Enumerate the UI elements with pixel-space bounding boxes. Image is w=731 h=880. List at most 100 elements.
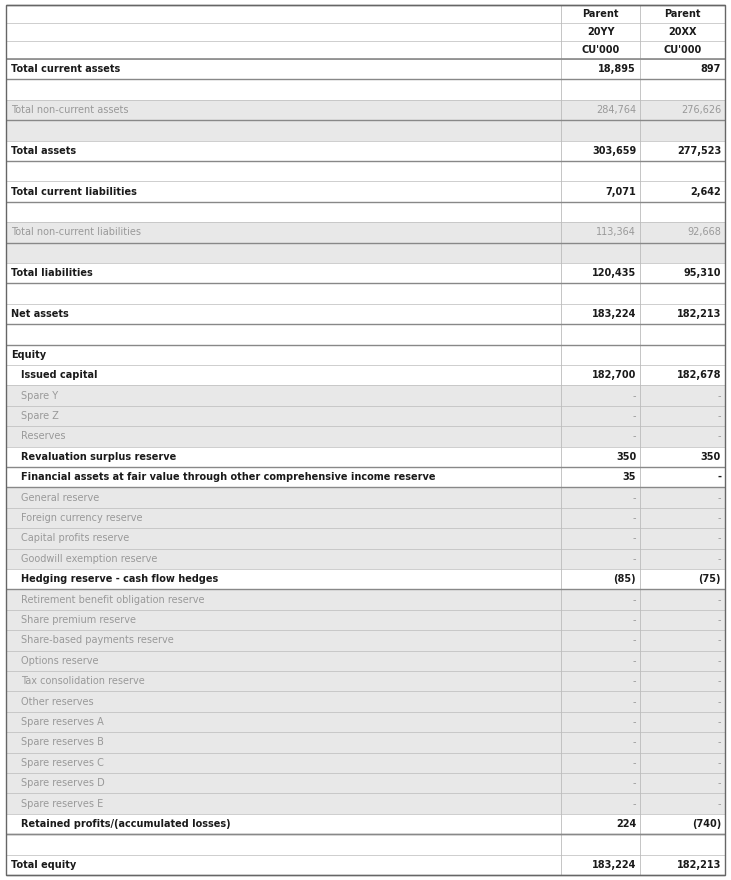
Bar bbox=[6, 263, 725, 283]
Bar bbox=[6, 161, 725, 181]
Text: 92,668: 92,668 bbox=[687, 227, 721, 238]
Bar bbox=[6, 590, 725, 610]
Bar bbox=[6, 548, 725, 569]
Bar bbox=[6, 467, 725, 488]
Text: Financial assets at fair value through other comprehensive income reserve: Financial assets at fair value through o… bbox=[21, 473, 436, 482]
Text: Total non-current liabilities: Total non-current liabilities bbox=[11, 227, 141, 238]
Text: -: - bbox=[632, 411, 636, 421]
Text: -: - bbox=[718, 493, 721, 502]
Text: Spare reserves B: Spare reserves B bbox=[21, 737, 104, 747]
Bar bbox=[6, 426, 725, 447]
Text: Issued capital: Issued capital bbox=[21, 370, 97, 380]
Text: -: - bbox=[718, 778, 721, 788]
Text: Equity: Equity bbox=[11, 349, 46, 360]
Bar bbox=[6, 794, 725, 814]
Bar bbox=[6, 834, 725, 854]
Text: -: - bbox=[632, 533, 636, 543]
Bar bbox=[6, 650, 725, 671]
Text: Reserves: Reserves bbox=[21, 431, 66, 442]
Text: Spare Y: Spare Y bbox=[21, 391, 58, 400]
Bar bbox=[6, 141, 725, 161]
Text: -: - bbox=[718, 737, 721, 747]
Text: -: - bbox=[718, 595, 721, 605]
Text: 20XX: 20XX bbox=[668, 27, 697, 37]
Bar bbox=[6, 23, 725, 41]
Text: -: - bbox=[632, 635, 636, 645]
Text: -: - bbox=[632, 431, 636, 442]
Bar bbox=[6, 732, 725, 752]
Text: 182,678: 182,678 bbox=[676, 370, 721, 380]
Text: -: - bbox=[718, 513, 721, 523]
Text: -: - bbox=[632, 737, 636, 747]
Text: Total liabilities: Total liabilities bbox=[11, 268, 93, 278]
Text: Net assets: Net assets bbox=[11, 309, 69, 319]
Bar bbox=[6, 692, 725, 712]
Text: 18,895: 18,895 bbox=[599, 64, 636, 74]
Bar bbox=[6, 79, 725, 99]
Text: -: - bbox=[632, 513, 636, 523]
Bar bbox=[6, 243, 725, 263]
Bar bbox=[6, 712, 725, 732]
Text: (85): (85) bbox=[613, 574, 636, 584]
Text: Total equity: Total equity bbox=[11, 860, 76, 869]
Text: -: - bbox=[718, 758, 721, 767]
Text: 350: 350 bbox=[701, 451, 721, 462]
Bar bbox=[6, 488, 725, 508]
Text: -: - bbox=[632, 554, 636, 564]
Text: Parent: Parent bbox=[664, 9, 701, 19]
Text: -: - bbox=[632, 595, 636, 605]
Bar bbox=[6, 671, 725, 692]
Text: Foreign currency reserve: Foreign currency reserve bbox=[21, 513, 143, 523]
Text: 897: 897 bbox=[700, 64, 721, 74]
Text: -: - bbox=[718, 411, 721, 421]
Text: -: - bbox=[718, 697, 721, 707]
Text: Total current liabilities: Total current liabilities bbox=[11, 187, 137, 196]
Bar bbox=[6, 345, 725, 365]
Text: Total current assets: Total current assets bbox=[11, 64, 121, 74]
Text: 120,435: 120,435 bbox=[592, 268, 636, 278]
Text: -: - bbox=[718, 656, 721, 666]
Bar bbox=[6, 406, 725, 426]
Text: 7,071: 7,071 bbox=[605, 187, 636, 196]
Bar bbox=[6, 304, 725, 324]
Text: 183,224: 183,224 bbox=[592, 309, 636, 319]
Text: 284,764: 284,764 bbox=[596, 105, 636, 115]
Text: -: - bbox=[632, 799, 636, 809]
Text: Spare reserves D: Spare reserves D bbox=[21, 778, 105, 788]
Bar bbox=[6, 324, 725, 345]
Text: -: - bbox=[718, 717, 721, 727]
Text: CU'000: CU'000 bbox=[581, 45, 620, 55]
Bar bbox=[6, 528, 725, 548]
Bar bbox=[6, 630, 725, 650]
Text: -: - bbox=[632, 676, 636, 686]
Text: -: - bbox=[632, 656, 636, 666]
Text: -: - bbox=[717, 473, 721, 482]
Text: Spare reserves C: Spare reserves C bbox=[21, 758, 104, 767]
Text: Total non-current assets: Total non-current assets bbox=[11, 105, 129, 115]
Text: 182,213: 182,213 bbox=[677, 860, 721, 869]
Text: Retirement benefit obligation reserve: Retirement benefit obligation reserve bbox=[21, 595, 205, 605]
Text: 95,310: 95,310 bbox=[683, 268, 721, 278]
Text: Share premium reserve: Share premium reserve bbox=[21, 615, 136, 625]
Text: -: - bbox=[718, 799, 721, 809]
Text: Revaluation surplus reserve: Revaluation surplus reserve bbox=[21, 451, 176, 462]
Bar bbox=[6, 508, 725, 528]
Text: 350: 350 bbox=[616, 451, 636, 462]
Text: 2,642: 2,642 bbox=[690, 187, 721, 196]
Bar bbox=[6, 283, 725, 304]
Text: Capital profits reserve: Capital profits reserve bbox=[21, 533, 129, 543]
Text: Hedging reserve - cash flow hedges: Hedging reserve - cash flow hedges bbox=[21, 574, 219, 584]
Text: 277,523: 277,523 bbox=[677, 146, 721, 156]
Text: Options reserve: Options reserve bbox=[21, 656, 99, 666]
Text: -: - bbox=[718, 676, 721, 686]
Text: 183,224: 183,224 bbox=[592, 860, 636, 869]
Text: Retained profits/(accumulated losses): Retained profits/(accumulated losses) bbox=[21, 819, 230, 829]
Text: 20YY: 20YY bbox=[587, 27, 614, 37]
Text: -: - bbox=[718, 431, 721, 442]
Text: 182,213: 182,213 bbox=[677, 309, 721, 319]
Text: 224: 224 bbox=[616, 819, 636, 829]
Text: -: - bbox=[718, 533, 721, 543]
Text: Parent: Parent bbox=[583, 9, 619, 19]
Bar bbox=[6, 569, 725, 590]
Text: -: - bbox=[632, 493, 636, 502]
